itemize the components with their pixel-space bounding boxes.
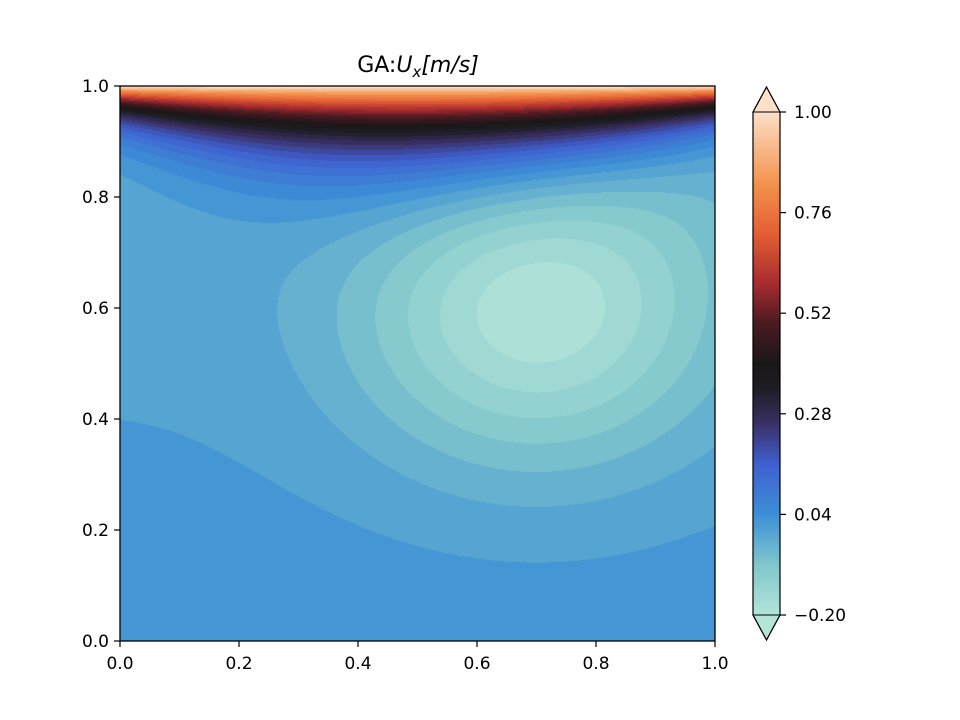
y-tick-label: 0.4 [82, 410, 109, 430]
chart-title-subscript: x [411, 63, 421, 81]
colorbar-tick-label: 0.76 [794, 204, 832, 224]
x-tick-label: 0.0 [106, 654, 133, 674]
x-tick-label: 0.8 [582, 654, 609, 674]
heatmap-field [120, 86, 715, 641]
colorbar-extend-min [752, 614, 781, 642]
colorbar-tick-label: 0.52 [794, 304, 832, 324]
plot-frame [119, 85, 716, 642]
colorbar-ticks: −0.20 0.04 0.28 0.52 0.76 1.00 [780, 103, 846, 626]
colorbar: −0.20 0.04 0.28 0.52 0.76 1.00 [752, 85, 846, 642]
x-tick-label: 0.4 [344, 654, 371, 674]
colorbar-tick-label: 0.28 [794, 405, 832, 425]
chart-title-prefix: GA: [357, 53, 396, 78]
colorbar-body [753, 112, 780, 615]
chart-title-symbol: U [396, 53, 412, 78]
x-tick-label: 1.0 [701, 654, 728, 674]
y-tick-label: 0.6 [82, 299, 109, 319]
colorbar-tick-label: 1.00 [794, 103, 832, 123]
x-tick-label: 0.2 [225, 654, 252, 674]
colorbar-extend-max [752, 85, 781, 113]
y-tick-label: 1.0 [82, 77, 109, 97]
y-tick-label: 0.8 [82, 188, 109, 208]
y-tick-label: 0.0 [82, 632, 109, 652]
x-tick-label: 0.6 [463, 654, 490, 674]
chart-title: GA:Ux[m/s] [357, 53, 479, 81]
colorbar-tick-label: −0.20 [794, 606, 846, 626]
y-tick-label: 0.2 [82, 521, 109, 541]
heatmap-canvas [120, 86, 715, 641]
colorbar-tick-label: 0.04 [794, 505, 832, 525]
chart-title-units: [m/s] [421, 53, 478, 78]
x-axis: 0.0 0.2 0.4 0.6 0.8 1.0 [106, 641, 729, 674]
y-axis: 0.0 0.2 0.4 0.6 0.8 1.0 [82, 77, 120, 652]
